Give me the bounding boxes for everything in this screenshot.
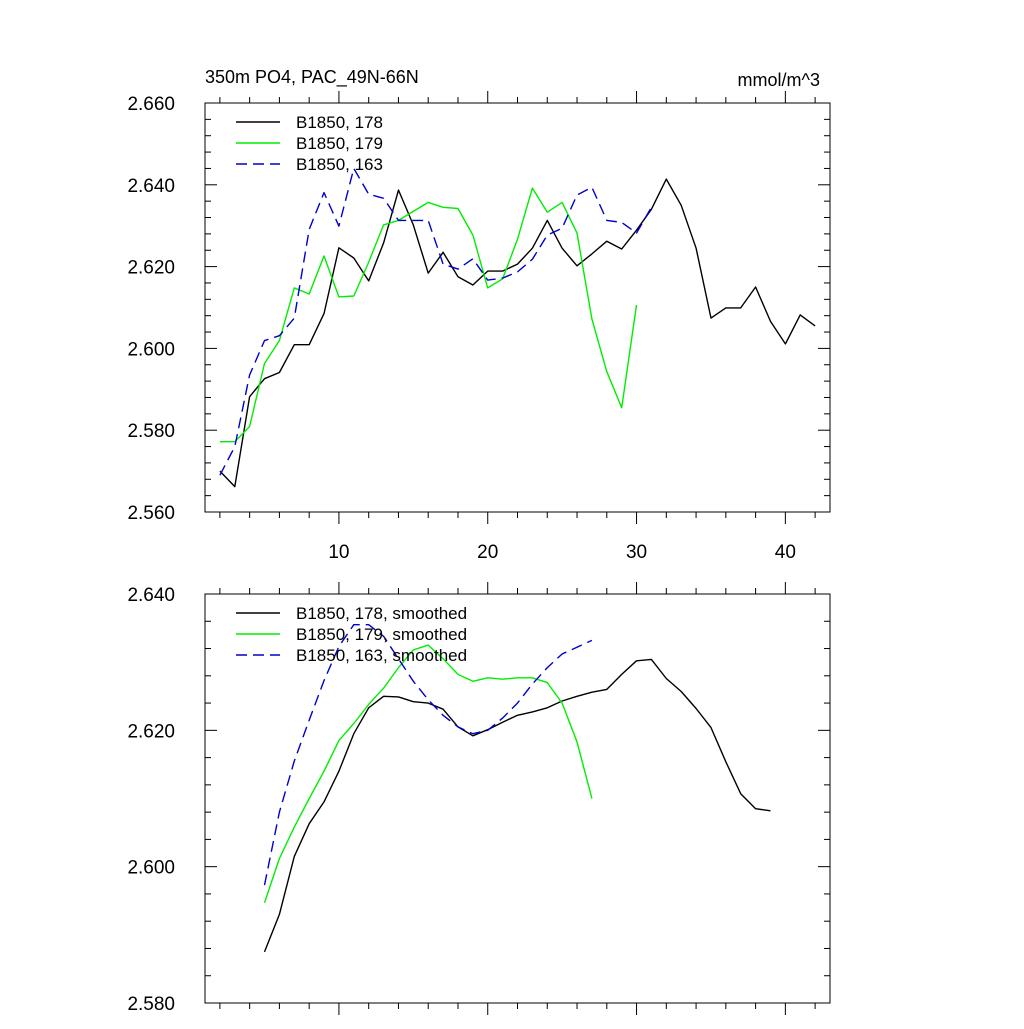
top-ytick-label: 2.620 <box>127 258 175 279</box>
top-ytick-label: 2.660 <box>127 94 175 115</box>
bottom-ticks: 2.580 2.600 2.620 2.640 <box>127 582 830 1015</box>
top-ytick-label: 2.560 <box>127 503 175 524</box>
top-xtick-label: 30 <box>626 542 647 563</box>
top-series <box>219 167 816 488</box>
bottom-series <box>263 624 771 953</box>
top-legend-label-2: B1850, 163 <box>296 155 383 174</box>
top-series-line-1 <box>219 187 638 443</box>
top-ytick-label: 2.640 <box>127 176 175 197</box>
top-units: mmol/m^3 <box>738 70 820 90</box>
bottom-ytick-label: 2.640 <box>127 585 175 606</box>
top-series-line-0 <box>219 178 816 488</box>
top-ytick-label: 2.580 <box>127 421 175 442</box>
top-panel: 350m PO4, PAC_49N-66N mmol/m^3 2.560 2.58… <box>127 67 831 563</box>
bottom-legend: B1850, 178, smoothed B1850, 179, smoothed… <box>236 604 467 665</box>
top-xtick-label: 40 <box>775 542 796 563</box>
bottom-legend-label-1: B1850, 179, smoothed <box>296 625 467 644</box>
bottom-ytick-label: 2.580 <box>127 994 175 1015</box>
bottom-ytick-label: 2.620 <box>127 721 175 742</box>
bottom-ytick-label: 2.600 <box>127 858 175 879</box>
top-legend-label-1: B1850, 179 <box>296 134 383 153</box>
bottom-legend-label-2: B1850, 163, smoothed <box>296 646 467 665</box>
top-ticks: 2.560 2.580 2.600 2.620 2.640 2.660 10 20 30 40 <box>127 91 830 563</box>
top-legend: B1850, 178 B1850, 179 B1850, 163 <box>236 113 383 174</box>
bottom-series-line-0 <box>263 658 771 953</box>
top-legend-label-0: B1850, 178 <box>296 113 383 132</box>
top-ytick-label: 2.600 <box>127 339 175 360</box>
bottom-legend-label-0: B1850, 178, smoothed <box>296 604 467 623</box>
bottom-series-line-2 <box>263 624 593 886</box>
top-title: 350m PO4, PAC_49N-66N <box>205 67 419 88</box>
bottom-series-line-1 <box>263 644 593 904</box>
top-xtick-label: 10 <box>328 542 349 563</box>
top-series-line-2 <box>219 167 653 476</box>
bottom-panel: 2.580 2.600 2.620 2.640 B1850, 178, smoothe… <box>127 582 831 1015</box>
top-xtick-label: 20 <box>477 542 498 563</box>
